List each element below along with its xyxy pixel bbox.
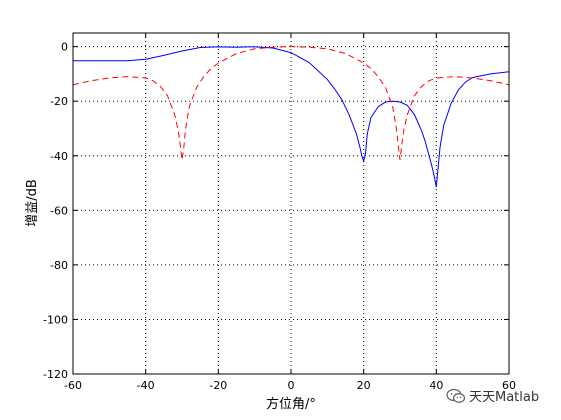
y-tick-label: -60 bbox=[50, 204, 68, 217]
watermark: 天天Matlab bbox=[446, 386, 539, 405]
y-axis-label: 增益/dB bbox=[25, 179, 40, 227]
x-tick-label: -20 bbox=[209, 379, 227, 392]
series-line-solid bbox=[73, 46, 510, 188]
wechat-icon bbox=[446, 388, 466, 403]
y-tick-label: 0 bbox=[61, 41, 68, 54]
y-tick-label: -20 bbox=[50, 95, 68, 108]
series-layer bbox=[72, 46, 510, 188]
tick-layer: -60 -40 -20 0 20 40 60 0 -20 -40 -60 -80 -100 -120 bbox=[43, 33, 516, 392]
x-axis-label: 方位角/° bbox=[266, 396, 316, 412]
y-tick-label: -120 bbox=[43, 368, 68, 381]
grid-lines bbox=[73, 33, 509, 374]
plot-background bbox=[73, 33, 509, 374]
series-line-dashed bbox=[72, 46, 510, 160]
y-tick-label: -80 bbox=[50, 259, 68, 272]
y-tick-label: -100 bbox=[43, 313, 68, 326]
x-tick-label: 60 bbox=[502, 379, 516, 392]
x-tick-label: -40 bbox=[137, 379, 155, 392]
x-tick-label: 40 bbox=[429, 379, 443, 392]
y-tick-label: -40 bbox=[50, 150, 68, 163]
x-tick-label: 0 bbox=[288, 379, 295, 392]
watermark-text: 天天Matlab bbox=[469, 390, 540, 405]
x-tick-label: 20 bbox=[357, 379, 371, 392]
x-tick-label: -60 bbox=[64, 379, 82, 392]
